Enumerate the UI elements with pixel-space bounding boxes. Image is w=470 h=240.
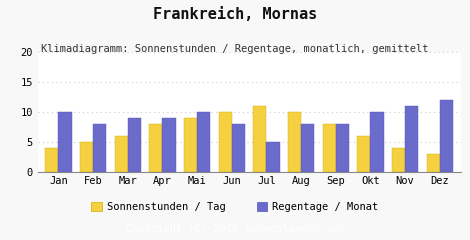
Bar <box>440 100 453 172</box>
Bar <box>58 112 71 172</box>
Bar <box>336 124 349 172</box>
Bar <box>288 112 301 172</box>
Bar <box>163 118 176 172</box>
Bar <box>266 142 280 172</box>
Bar <box>232 124 245 172</box>
Bar <box>357 136 370 172</box>
Text: Copyright (C) 2010 sonnenlaender.de: Copyright (C) 2010 sonnenlaender.de <box>125 224 345 234</box>
Bar <box>392 148 405 172</box>
Bar <box>115 136 128 172</box>
Text: Frankreich, Mornas: Frankreich, Mornas <box>153 7 317 22</box>
Bar <box>128 118 141 172</box>
Bar <box>370 112 384 172</box>
Bar <box>149 124 163 172</box>
Bar <box>427 154 440 172</box>
Legend: Sonnenstunden / Tag, Regentage / Monat: Sonnenstunden / Tag, Regentage / Monat <box>91 202 379 212</box>
Text: Klimadiagramm: Sonnenstunden / Regentage, monatlich, gemittelt: Klimadiagramm: Sonnenstunden / Regentage… <box>41 44 429 54</box>
Bar <box>322 124 336 172</box>
Bar <box>253 106 266 172</box>
Bar <box>184 118 197 172</box>
Bar <box>301 124 314 172</box>
Bar <box>45 148 58 172</box>
Bar <box>80 142 93 172</box>
Bar <box>93 124 106 172</box>
Bar <box>219 112 232 172</box>
Bar <box>405 106 418 172</box>
Bar <box>197 112 210 172</box>
